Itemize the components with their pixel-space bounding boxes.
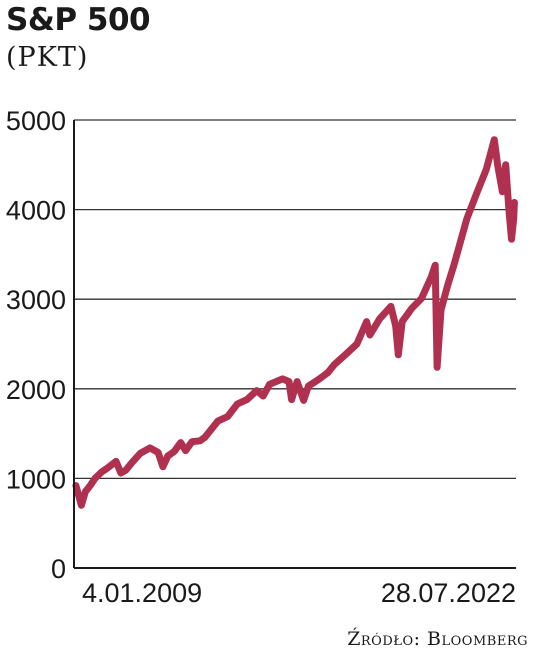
- y-tick-label: 2000: [6, 375, 66, 405]
- x-tick-label: 28.07.2022: [381, 578, 516, 608]
- y-tick-label: 1000: [6, 464, 66, 494]
- chart-title: S&P 500: [6, 2, 151, 38]
- y-tick-label: 3000: [6, 285, 66, 315]
- y-tick-label: 0: [51, 554, 66, 584]
- x-tick-label: 4.01.2009: [82, 578, 202, 608]
- chart-unit: (PKT): [6, 42, 89, 73]
- y-tick-label: 5000: [6, 106, 66, 136]
- y-tick-label: 4000: [6, 196, 66, 226]
- source-note: Źródło: Bloomberg: [347, 628, 528, 650]
- sp500-series-line: [72, 136, 518, 509]
